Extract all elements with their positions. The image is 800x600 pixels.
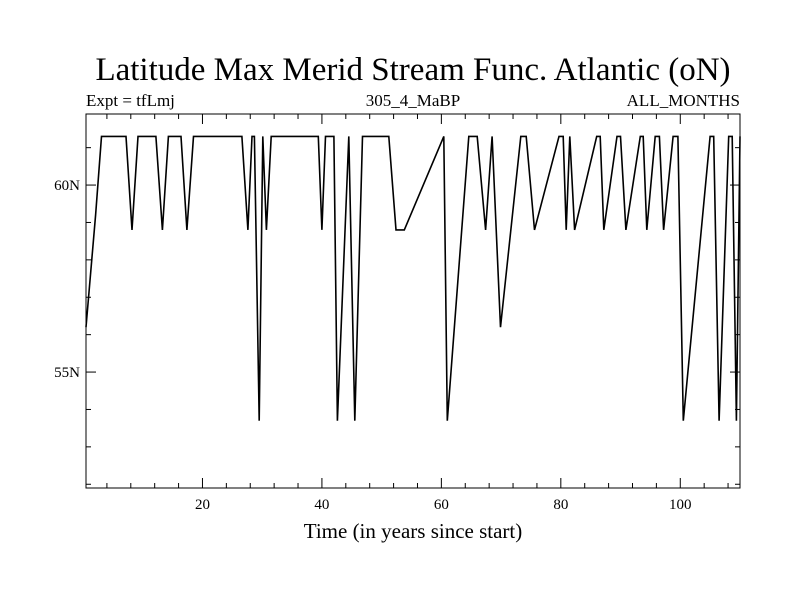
x-tick-label: 60 <box>434 497 449 513</box>
x-tick-label: 40 <box>314 497 329 513</box>
y-tick-label: 55N <box>54 365 80 381</box>
subtitle-run: 305_4_MaBP <box>366 91 460 110</box>
plot-frame <box>85 113 741 489</box>
series-layer <box>85 135 741 421</box>
subtitle-expt: Expt = tfLmj <box>86 91 175 110</box>
chart-title: Latitude Max Merid Stream Func. Atlantic… <box>95 52 730 88</box>
y-tick-label: 60N <box>54 178 80 194</box>
x-tick-label: 100 <box>669 497 692 513</box>
x-axis: 20 40 60 80 100 <box>106 114 729 513</box>
series-line <box>85 135 741 421</box>
subtitle-months: ALL_MONTHS <box>627 91 740 110</box>
x-tick-label: 20 <box>195 497 210 513</box>
x-axis-label: Time (in years since start) <box>304 519 523 543</box>
x-tick-label: 80 <box>553 497 568 513</box>
y-axis: 55N 60N <box>54 147 740 485</box>
